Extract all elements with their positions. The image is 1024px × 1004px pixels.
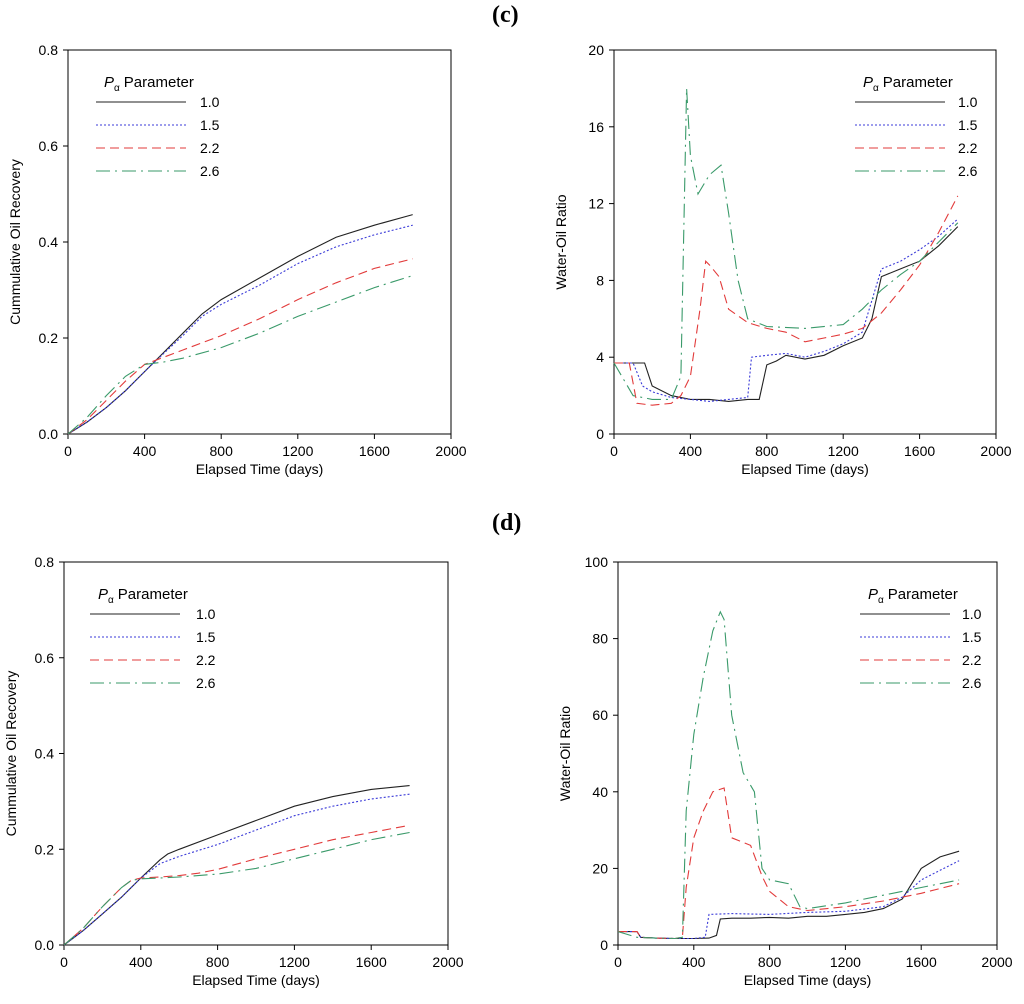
y-tick-label: 0.6 — [35, 650, 55, 666]
y-tick-label: 0.8 — [35, 554, 55, 570]
series-line-2-6 — [67, 275, 413, 435]
x-tick-label: 1600 — [904, 443, 935, 459]
y-axis-label: Cummulative Oil Recovery — [3, 671, 19, 837]
y-tick-label: 60 — [592, 707, 608, 723]
series-line-2-2 — [67, 258, 413, 435]
series-line-2-6 — [617, 610, 960, 940]
y-axis-label: Cummulative Oil Recovery — [7, 159, 23, 325]
chart-c-left: 0 400 800 1200 1600 2000 0.0 0.2 0.4 0.6 0.8 Elapse… — [7, 42, 467, 477]
x-tick-label: 0 — [610, 443, 618, 459]
y-tick-label: 0.0 — [35, 937, 55, 953]
x-tick-label: 800 — [206, 954, 230, 970]
x-tick-label: 400 — [682, 954, 706, 970]
legend-label: 2.2 — [958, 140, 978, 156]
y-tick-label: 12 — [588, 196, 604, 212]
panel-label-d: (d) — [492, 510, 522, 536]
legend-label: 1.0 — [200, 94, 220, 110]
series-line-2-6 — [63, 831, 410, 946]
x-tick-label: 2000 — [435, 443, 466, 459]
x-tick-label: 400 — [129, 954, 153, 970]
series-line-1-5 — [618, 860, 960, 940]
series-line-2-2 — [614, 195, 959, 406]
x-axis-label: Elapsed Time (days) — [196, 461, 324, 477]
legend-label: 1.0 — [196, 606, 216, 622]
x-tick-label: 1200 — [282, 443, 313, 459]
legend-label: 1.0 — [958, 94, 978, 110]
legend-label: 1.0 — [962, 606, 982, 622]
y-tick-label: 4 — [596, 349, 604, 365]
y-tick-label: 0.4 — [35, 746, 55, 762]
x-axis-label: Elapsed Time (days) — [192, 972, 320, 988]
legend-label: 1.5 — [962, 629, 982, 645]
series-line-2-2 — [618, 787, 960, 940]
x-tick-label: 2000 — [432, 954, 463, 970]
chart-c-right: 0 400 800 1200 1600 2000 0 4 8 12 16 20 Elapsed Time… — [553, 42, 1012, 477]
x-tick-label: 1600 — [359, 443, 390, 459]
legend-label: 1.5 — [958, 117, 978, 133]
series-line-1-5 — [614, 218, 959, 402]
chart-d-left: 0 400 800 1200 1600 2000 0.0 0.2 0.4 0.6 0.8 Elapse… — [3, 554, 464, 988]
x-tick-label: 0 — [614, 954, 622, 970]
series-line-1-5 — [67, 224, 413, 435]
x-axis-label: Elapsed Time (days) — [744, 972, 872, 988]
legend-label: 2.2 — [200, 140, 220, 156]
legend-title: Pα Parameter — [104, 74, 194, 94]
x-tick-label: 1200 — [828, 443, 859, 459]
series-line-1-0 — [67, 214, 413, 435]
legend-label: 2.2 — [962, 652, 982, 668]
x-tick-label: 400 — [679, 443, 703, 459]
series-line-1-5 — [63, 793, 410, 946]
chart-d-right: 0 400 800 1200 1600 2000 0 20 40 60 80 100 Elapsed T… — [557, 554, 1013, 988]
series-line-1-0 — [618, 850, 960, 940]
legend-label: 1.5 — [200, 117, 220, 133]
x-tick-label: 0 — [60, 954, 68, 970]
y-tick-label: 16 — [588, 119, 604, 135]
series-line-2-6 — [613, 88, 959, 400]
y-tick-label: 0 — [596, 426, 604, 442]
legend-title: Pα Parameter — [863, 74, 953, 94]
x-tick-label: 1200 — [279, 954, 310, 970]
x-tick-label: 2000 — [981, 954, 1012, 970]
legend-label: 2.6 — [196, 675, 216, 691]
y-tick-label: 0.8 — [39, 42, 59, 58]
legend-label: 2.6 — [200, 163, 220, 179]
x-tick-label: 800 — [755, 443, 779, 459]
y-tick-label: 40 — [592, 784, 608, 800]
panel-label-c: (c) — [492, 2, 519, 28]
y-tick-label: 0 — [600, 937, 608, 953]
x-tick-label: 2000 — [980, 443, 1011, 459]
plot-frame — [617, 561, 998, 946]
y-tick-label: 0.0 — [39, 426, 59, 442]
y-axis-label: Water-Oil Ratio — [557, 706, 573, 801]
legend-label: 2.6 — [958, 163, 978, 179]
series-line-1-0 — [63, 785, 410, 946]
x-tick-label: 0 — [64, 443, 72, 459]
legend-label: 2.2 — [196, 652, 216, 668]
y-tick-label: 0.2 — [35, 841, 55, 857]
y-tick-label: 20 — [588, 42, 604, 58]
x-tick-label: 400 — [133, 443, 157, 459]
y-tick-label: 20 — [592, 860, 608, 876]
x-axis-label: Elapsed Time (days) — [741, 461, 869, 477]
plot-frame — [613, 49, 997, 435]
x-tick-label: 800 — [210, 443, 234, 459]
legend-title: Pα Parameter — [868, 586, 958, 606]
x-tick-label: 800 — [758, 954, 782, 970]
legend-label: 1.5 — [196, 629, 216, 645]
x-tick-label: 1600 — [906, 954, 937, 970]
legend-label: 2.6 — [962, 675, 982, 691]
x-tick-label: 1200 — [830, 954, 861, 970]
y-tick-label: 0.6 — [39, 138, 59, 154]
y-tick-label: 0.4 — [39, 234, 59, 250]
y-tick-label: 8 — [596, 272, 604, 288]
x-tick-label: 1600 — [356, 954, 387, 970]
series-line-1-0 — [614, 226, 959, 402]
y-axis-label: Water-Oil Ratio — [553, 194, 569, 289]
y-tick-label: 80 — [592, 631, 608, 647]
legend-title: Pα Parameter — [98, 586, 188, 606]
y-tick-label: 100 — [585, 554, 609, 570]
y-tick-label: 0.2 — [39, 330, 59, 346]
